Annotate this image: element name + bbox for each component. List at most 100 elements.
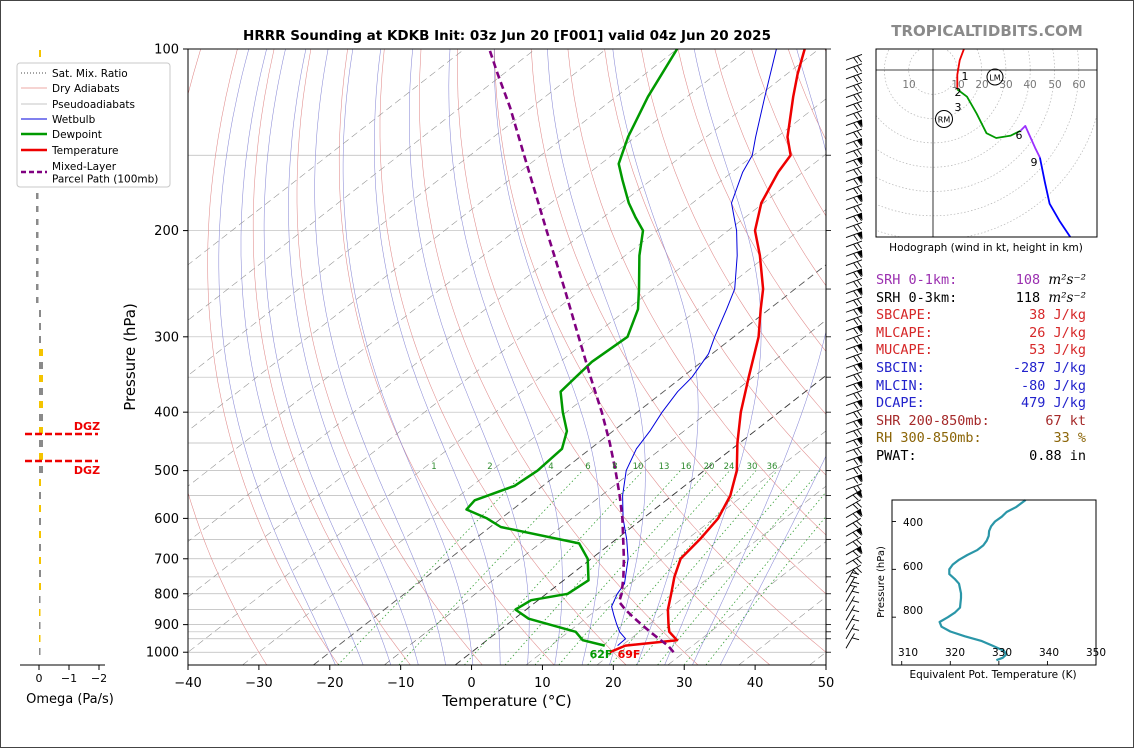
mixing-ratio-label: 24 — [724, 462, 735, 472]
dry-adiabat-line — [188, 49, 267, 665]
stat-label: RH 300-850mb: — [876, 430, 982, 447]
barb-feather — [849, 584, 858, 588]
omega-bar — [39, 453, 43, 460]
barb-feather — [856, 307, 862, 315]
wind-barb — [845, 586, 860, 602]
omega-bar — [39, 440, 43, 447]
barb-feather — [856, 492, 862, 499]
right-mover-marker — [935, 110, 953, 128]
barb-feather — [853, 365, 859, 372]
mixing-ratio-line — [337, 470, 527, 665]
barb-feather — [853, 94, 859, 102]
y-tick-label: 600 — [154, 512, 179, 527]
mixing-ratio-line — [558, 470, 730, 665]
stat-label: MLCIN: — [876, 377, 925, 394]
y-tick-label: 300 — [154, 330, 179, 345]
omega-bar — [39, 479, 41, 486]
stat-mlcin: MLCIN: -80 J/kg — [876, 378, 1098, 396]
theta-e-xlabel: Equivalent Pot. Temperature (K) — [909, 669, 1076, 681]
wind-barb — [845, 334, 863, 344]
wind-barb — [845, 508, 863, 519]
stat-value: 118 — [1015, 289, 1041, 306]
barb-staff — [845, 100, 863, 108]
barb-feather — [853, 346, 859, 354]
stat-dcape: DCAPE: 479 J/kg — [876, 395, 1098, 413]
wind-barb — [845, 268, 863, 279]
barb-feather — [852, 559, 859, 566]
x-tick-label: 30 — [676, 676, 693, 691]
x-tick-label: 40 — [747, 676, 764, 691]
wind-barb — [845, 352, 863, 363]
barb-feather — [853, 141, 859, 148]
omega-bar — [39, 505, 41, 512]
isotherm-line — [596, 485, 826, 665]
barb-feather — [853, 215, 859, 223]
omega-bar — [39, 466, 43, 473]
pseudoadiabat-line — [240, 49, 364, 665]
barb-staff — [845, 555, 861, 565]
wind-barb — [845, 399, 863, 410]
left-mover-label: LM — [989, 74, 1000, 83]
barb-feather — [856, 158, 862, 165]
barb-feather — [853, 169, 859, 176]
wind-barb — [845, 240, 863, 251]
barb-feather — [853, 458, 859, 466]
y-tick-label: 400 — [154, 406, 179, 421]
barb-flag — [857, 138, 863, 146]
wind-barb — [845, 577, 860, 593]
stat-value: 38 J/kg — [1029, 307, 1086, 324]
chart-title: HRRR Sounding at KDKB Init: 03z Jun 20 [… — [243, 28, 771, 44]
isotherm-line — [188, 153, 826, 653]
barb-feather — [849, 575, 858, 579]
barb-flag — [857, 194, 863, 202]
mixing-ratio-label: 1 — [431, 462, 436, 472]
wind-barb — [845, 455, 863, 466]
hodograph-ring-label: 20 — [975, 79, 988, 91]
stat-value: 0.88 in — [1029, 447, 1086, 464]
dry-adiabat-line — [457, 49, 771, 665]
mixing-ratio-label: 16 — [681, 462, 692, 472]
wind-barb — [845, 536, 862, 547]
barb-staff — [845, 595, 855, 612]
barb-feather — [856, 447, 862, 455]
stat-value-wrap: 118 m²s⁻² — [1016, 290, 1086, 308]
barb-feather — [856, 457, 862, 464]
barb-feather — [856, 539, 862, 545]
mixing-ratio-line — [464, 470, 644, 665]
barb-feather — [856, 83, 862, 91]
omega-bar — [39, 622, 41, 629]
barb-feather — [853, 243, 859, 251]
barb-flag — [857, 474, 863, 482]
mixing-ratio-line — [683, 491, 826, 665]
barb-feather — [856, 102, 862, 109]
barb-feather — [853, 299, 859, 307]
omega-bar — [39, 336, 41, 343]
stat-label: MUCAPE: — [876, 342, 933, 359]
barb-feather — [853, 486, 859, 494]
barb-feather — [853, 262, 859, 270]
profile-wetbulb — [611, 49, 777, 646]
barb-feather — [851, 628, 860, 631]
barb-feather — [852, 503, 859, 510]
hodograph-ring-label: 10 — [902, 79, 915, 91]
theta-e-ylabel: Pressure (hPa) — [876, 546, 887, 618]
barb-staff — [845, 138, 863, 145]
barb-feather — [853, 57, 859, 64]
barb-staff — [845, 212, 863, 220]
wind-barb — [845, 82, 863, 92]
dry-adiabat-line — [419, 49, 699, 665]
y-tick-label: 700 — [154, 552, 179, 567]
stat-value: 53 J/kg — [1029, 342, 1086, 359]
barb-feather — [851, 590, 860, 594]
pseudoadiabat-line — [342, 49, 474, 665]
barb-feather — [856, 567, 862, 573]
barb-feather — [856, 233, 862, 240]
omega-bar — [36, 206, 39, 212]
barb-feather — [853, 281, 859, 288]
barb-feather — [856, 55, 862, 63]
barb-flag — [857, 343, 863, 352]
pseudoadiabat-line — [692, 49, 826, 665]
barb-staff — [845, 54, 863, 61]
isotherm-line — [242, 209, 826, 665]
